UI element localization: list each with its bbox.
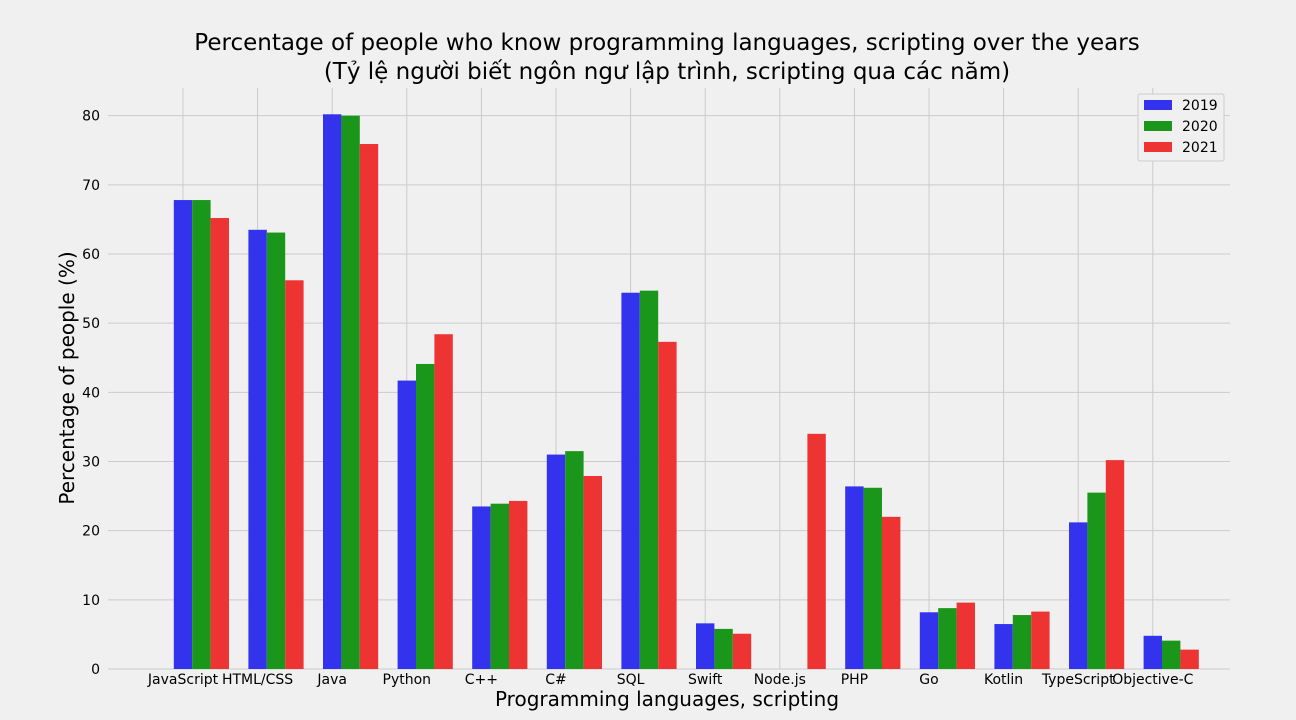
bar-2021-typescript xyxy=(1105,460,1125,669)
legend-swatch-2019 xyxy=(1144,100,1172,110)
y-tick-label: 60 xyxy=(82,247,100,263)
bar-2020-php xyxy=(863,487,882,669)
y-tick-label: 80 xyxy=(82,109,100,125)
bar-2020-c- xyxy=(490,503,509,669)
bar-2021-sql xyxy=(658,341,677,669)
bar-2021-objective-c xyxy=(1180,649,1199,669)
y-tick-label: 20 xyxy=(82,524,100,540)
y-tick-label: 30 xyxy=(82,455,100,471)
bar-2021-javascript xyxy=(210,218,229,669)
x-tick-label: JavaScript xyxy=(147,672,219,688)
bar-2020-kotlin xyxy=(1012,615,1032,669)
bar-2019-sql xyxy=(621,292,640,669)
bar-2021-php xyxy=(882,516,901,669)
bar-2020-javascript xyxy=(192,200,211,670)
bar-2019-typescript xyxy=(1069,522,1088,669)
x-tick-label: Python xyxy=(383,672,432,688)
bar-2020-html-css xyxy=(266,232,286,669)
bar-2019-kotlin xyxy=(994,624,1013,669)
chart-subtitle: (Tỷ lệ người biết ngôn ngư lập trình, sc… xyxy=(324,59,1010,85)
bar-2019-java xyxy=(323,114,342,669)
x-tick-label: Go xyxy=(919,672,938,688)
y-axis-label: Percentage of people (%) xyxy=(55,251,79,504)
x-tick-label: Kotlin xyxy=(984,672,1023,688)
bar-2020-typescript xyxy=(1087,492,1106,670)
bar-2020-java xyxy=(341,115,360,670)
x-tick-label: C++ xyxy=(465,672,498,688)
x-tick-label: SQL xyxy=(617,672,645,688)
x-tick-label: Node.js xyxy=(754,672,806,688)
bar-2020-c- xyxy=(565,451,584,670)
x-tick-label: Swift xyxy=(688,672,723,688)
legend-swatch-2020 xyxy=(1144,121,1172,131)
y-tick-label: 0 xyxy=(91,662,100,678)
x-tick-label: Java xyxy=(316,672,347,688)
x-axis-label: Programming languages, scripting xyxy=(495,687,839,711)
bar-2021-swift xyxy=(732,633,752,669)
y-tick-label: 10 xyxy=(82,593,100,609)
bar-2019-c- xyxy=(472,506,491,669)
x-tick-label: TypeScript xyxy=(1041,672,1115,688)
bar-2020-python xyxy=(416,363,435,669)
x-tick-label: Objective-C xyxy=(1112,672,1193,688)
y-tick-label: 40 xyxy=(82,385,100,401)
bars xyxy=(173,114,1199,670)
bar-2020-objective-c xyxy=(1162,640,1181,669)
legend-label-2019: 2019 xyxy=(1182,98,1218,114)
bar-2021-node-js xyxy=(807,433,826,669)
x-tick-label: C# xyxy=(545,672,567,688)
bar-2019-objective-c xyxy=(1143,635,1162,669)
bar-2021-java xyxy=(359,144,379,669)
bar-2021-c- xyxy=(583,476,602,669)
bar-2021-kotlin xyxy=(1031,611,1050,669)
bar-2019-html-css xyxy=(248,229,267,670)
bar-2020-go xyxy=(938,608,957,669)
legend-swatch-2021 xyxy=(1144,142,1172,152)
bar-2019-go xyxy=(919,612,939,669)
bar-2019-swift xyxy=(696,623,715,669)
bar-2019-javascript xyxy=(173,200,193,670)
legend-label-2020: 2020 xyxy=(1182,119,1218,135)
chart-title: Percentage of people who know programmin… xyxy=(194,30,1139,56)
bar-2021-c- xyxy=(509,500,528,669)
bar-2021-python xyxy=(434,334,453,669)
bar-2020-sql xyxy=(639,290,659,669)
bar-2021-go xyxy=(956,602,975,669)
bar-2019-c- xyxy=(546,454,566,669)
y-tick-label: 70 xyxy=(82,178,100,194)
x-tick-label: PHP xyxy=(841,672,868,688)
bar-2021-html-css xyxy=(285,280,304,669)
ticks: 0 10 20 30 40 50 60 70 80 JavaScript HTML/CSS Java P… xyxy=(82,109,1193,688)
legend: 2019 2020 2021 xyxy=(1137,93,1225,162)
legend-label-2021: 2021 xyxy=(1182,140,1218,156)
x-tick-label: HTML/CSS xyxy=(222,672,293,688)
y-tick-label: 50 xyxy=(82,316,100,332)
bar-2020-swift xyxy=(714,628,733,669)
bar-2019-python xyxy=(397,380,416,669)
bar-2019-php xyxy=(845,486,864,669)
